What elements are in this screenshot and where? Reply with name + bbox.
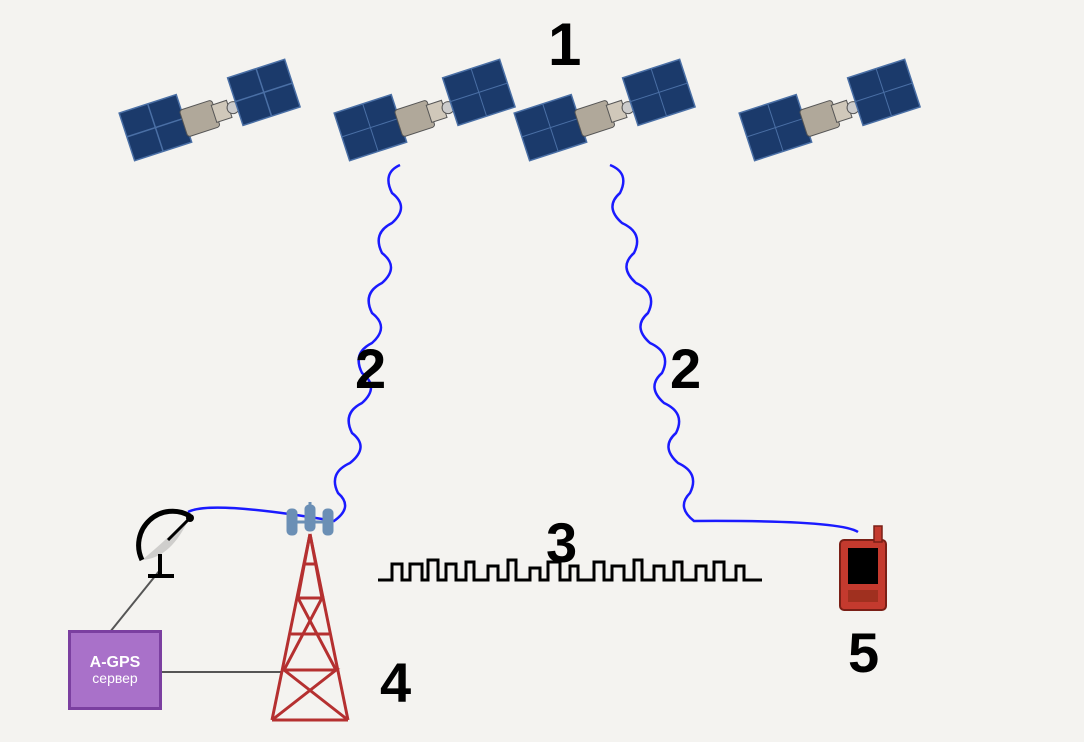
label-2-right: 2	[670, 336, 701, 401]
satellite-group	[119, 59, 920, 160]
label-4: 4	[380, 650, 411, 715]
label-1: 1	[548, 10, 581, 79]
label-2-left: 2	[355, 336, 386, 401]
server-label-line2: сервер	[92, 671, 137, 686]
phone-icon	[840, 526, 886, 610]
diagram-canvas	[0, 0, 1084, 742]
cell-tower-icon	[272, 502, 348, 720]
label-3: 3	[546, 510, 577, 575]
server-label-line1: A-GPS	[90, 654, 141, 672]
signal-waves	[188, 165, 858, 532]
label-5: 5	[848, 620, 879, 685]
dish-icon	[139, 511, 194, 576]
agps-server-box: A-GPS сервер	[68, 630, 162, 710]
